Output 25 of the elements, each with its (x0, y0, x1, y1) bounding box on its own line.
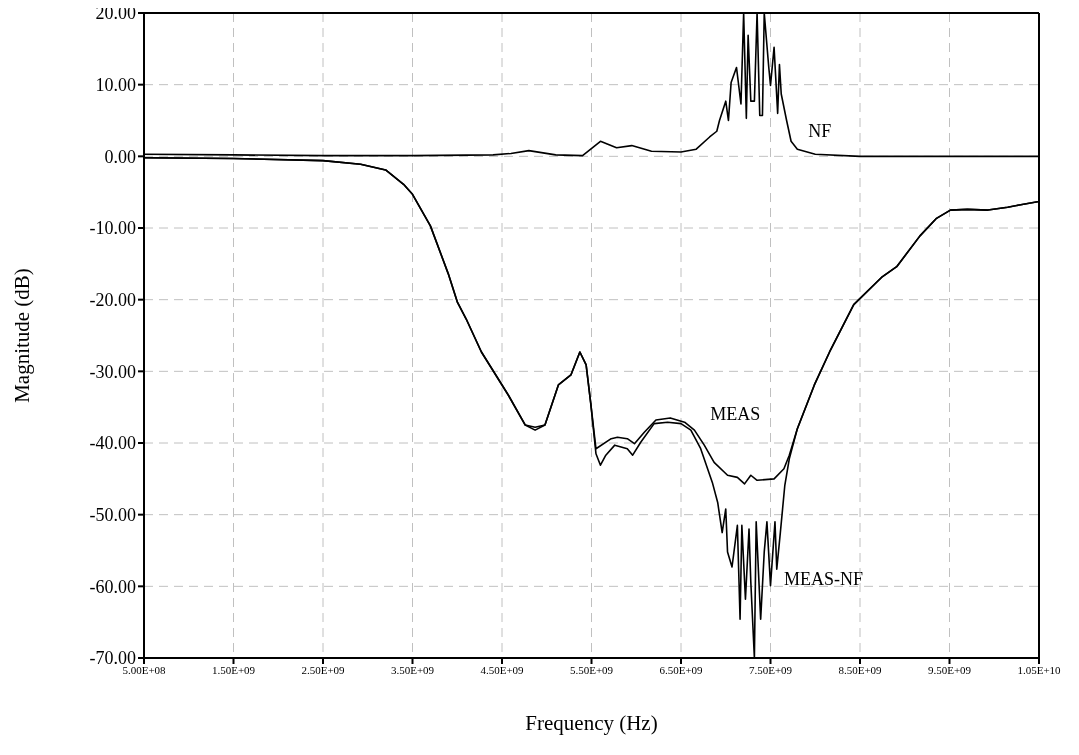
x-tick-label: 3.50E+09 (390, 663, 435, 676)
x-axis-title: Frequency (Hz) (525, 711, 658, 735)
x-tick-label: 1.50E+09 (211, 663, 256, 676)
y-tick-label: -10.00 (89, 218, 136, 239)
x-tick-label: 2.50E+09 (301, 663, 346, 676)
x-tick-label: 7.50E+09 (748, 663, 793, 676)
y-tick-label: -30.00 (89, 361, 136, 382)
x-tick-label: 8.50E+09 (838, 663, 883, 676)
y-tick-label: -20.00 (89, 290, 136, 311)
y-tick-label: 0.00 (104, 146, 136, 167)
x-tick-label: 5.00E+08 (122, 663, 167, 676)
y-tick-label: 20.00 (95, 3, 136, 24)
x-tick-label: 9.50E+09 (927, 663, 972, 676)
x-tick-label: 5.50E+09 (569, 663, 614, 676)
series-label: MEAS-NF (784, 569, 864, 590)
y-tick-label: -40.00 (89, 433, 136, 454)
y-tick-label: 10.00 (95, 75, 136, 96)
series-label: MEAS (710, 403, 761, 424)
series-label: NF (808, 120, 832, 141)
x-tick-label: 4.50E+09 (480, 663, 525, 676)
x-tick-label: 1.05E+10 (1017, 663, 1062, 676)
x-tick-label: 6.50E+09 (659, 663, 704, 676)
y-tick-label: -50.00 (89, 505, 136, 526)
y-axis-title: Magnitude (dB) (10, 268, 35, 403)
y-tick-label: -60.00 (89, 576, 136, 597)
